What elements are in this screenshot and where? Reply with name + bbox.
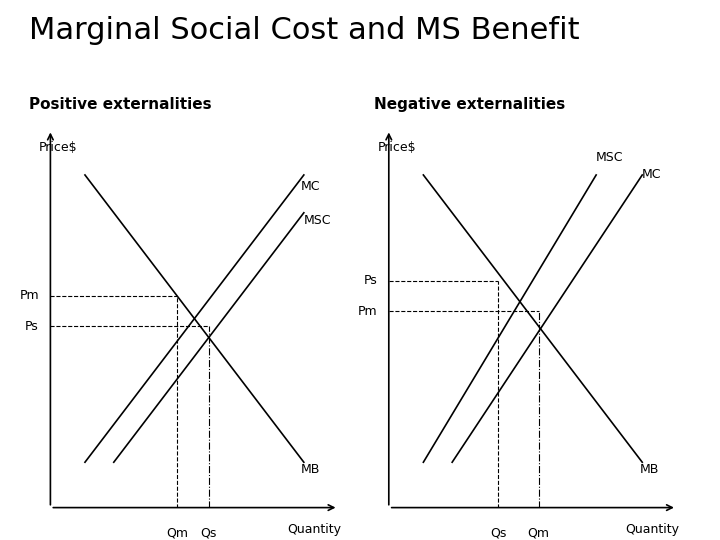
Text: MC: MC (301, 180, 320, 193)
Text: MSC: MSC (304, 214, 331, 227)
Text: Quantity: Quantity (626, 523, 680, 536)
Text: MB: MB (301, 463, 320, 476)
Text: Qs: Qs (490, 526, 506, 539)
Text: Marginal Social Cost and MS Benefit: Marginal Social Cost and MS Benefit (29, 16, 580, 45)
Text: Pm: Pm (19, 289, 39, 302)
Text: Ps: Ps (364, 274, 377, 287)
Text: Quantity: Quantity (287, 523, 341, 536)
Text: MC: MC (642, 168, 662, 181)
Text: Positive externalities: Positive externalities (29, 97, 212, 112)
Text: MSC: MSC (596, 151, 624, 164)
Text: Qm: Qm (166, 526, 188, 539)
Text: Negative externalities: Negative externalities (374, 97, 566, 112)
Text: Qs: Qs (201, 526, 217, 539)
Text: Price$: Price$ (39, 141, 78, 154)
Text: Ps: Ps (25, 320, 39, 333)
Text: Qm: Qm (528, 526, 549, 539)
Text: MB: MB (639, 463, 659, 476)
Text: Price$: Price$ (377, 141, 416, 154)
Text: Pm: Pm (358, 305, 377, 318)
